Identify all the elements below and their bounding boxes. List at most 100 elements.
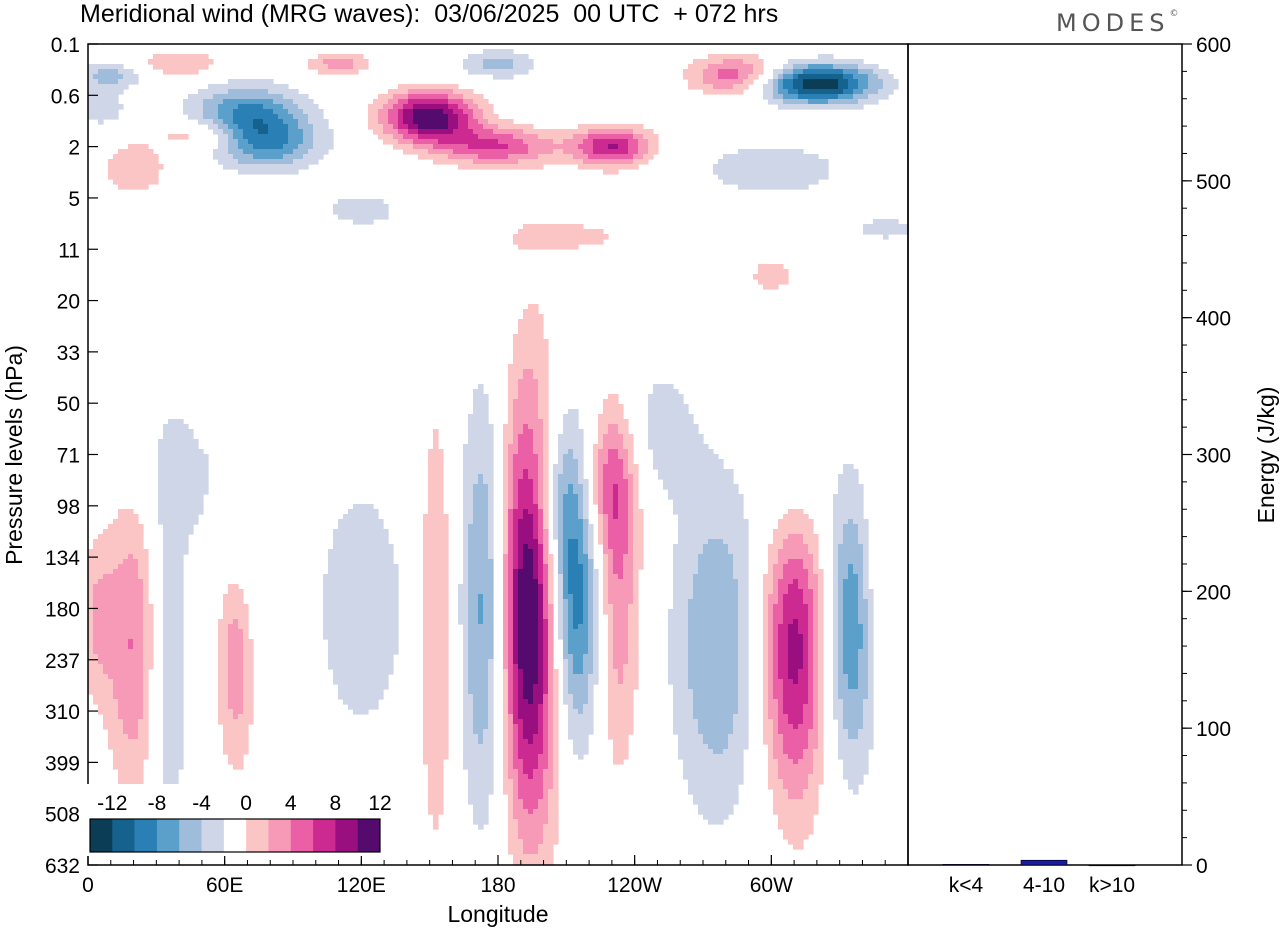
heatmap-cell xyxy=(543,634,549,640)
heatmap-cell xyxy=(728,549,749,555)
heatmap-cell xyxy=(768,769,779,775)
heatmap-cell xyxy=(228,134,234,140)
heatmap-cell xyxy=(858,684,869,690)
heatmap-cell xyxy=(513,464,539,470)
heatmap-cell xyxy=(608,574,619,580)
heatmap-cell xyxy=(583,604,589,610)
heatmap-cell xyxy=(598,514,604,520)
colorbar-swatch xyxy=(313,819,336,852)
heatmap-cell xyxy=(533,554,539,560)
heatmap-cell xyxy=(863,644,869,650)
heatmap-cell xyxy=(543,749,549,755)
heatmap-cell xyxy=(613,569,624,575)
heatmap-cell xyxy=(463,699,474,705)
heatmap-cell xyxy=(668,679,689,685)
heatmap-cell xyxy=(233,154,254,160)
heatmap-cell xyxy=(163,689,184,695)
heatmap-cell xyxy=(588,554,594,560)
heatmap-cell xyxy=(283,94,309,100)
heatmap-cell xyxy=(513,484,519,490)
heatmap-cell xyxy=(773,94,784,100)
heatmap-cell xyxy=(238,624,249,630)
heatmap-cell xyxy=(763,704,769,710)
heatmap-cell xyxy=(513,694,519,700)
heatmap-cell xyxy=(808,579,819,585)
heatmap-cell xyxy=(158,449,204,455)
heatmap-cell xyxy=(518,734,524,740)
heatmap-cell xyxy=(813,644,819,650)
heatmap-cell xyxy=(543,514,549,520)
heatmap-cell xyxy=(763,594,769,600)
heatmap-cell xyxy=(593,499,599,505)
heatmap-cell xyxy=(813,609,819,615)
heatmap-cell xyxy=(143,589,149,595)
heatmap-cell xyxy=(473,484,489,490)
heatmap-cell xyxy=(808,684,814,690)
heatmap-cell xyxy=(588,679,599,685)
heatmap-cell xyxy=(488,699,494,705)
heatmap-cell xyxy=(463,64,484,70)
heatmap-cell xyxy=(593,454,599,460)
heatmap-cell xyxy=(278,114,294,120)
heatmap-cell xyxy=(508,379,519,385)
heatmap-cell xyxy=(628,464,639,470)
heatmap-cell xyxy=(773,579,779,585)
heatmap-cell xyxy=(803,594,814,600)
heatmap-cell xyxy=(778,89,789,95)
heatmap-cell xyxy=(328,654,394,660)
heatmap-cell xyxy=(313,129,334,135)
heatmap-cell xyxy=(788,714,804,720)
heatmap-cell xyxy=(163,649,184,655)
heatmap-cell xyxy=(608,694,634,700)
heatmap-cell xyxy=(673,714,694,720)
heatmap-cell xyxy=(503,519,509,525)
heatmap-cell xyxy=(518,784,544,790)
heatmap-cell xyxy=(763,654,769,660)
heatmap-cell xyxy=(868,84,884,90)
heatmap-cell xyxy=(463,514,474,520)
heatmap-cell xyxy=(463,479,479,485)
heatmap-cell xyxy=(408,99,449,105)
heatmap-cell xyxy=(738,69,754,75)
heatmap-cell xyxy=(603,599,609,605)
heatmap-cell xyxy=(563,654,574,660)
heatmap-cell xyxy=(508,824,519,830)
heatmap-cell xyxy=(533,524,539,530)
heatmap-cell xyxy=(543,639,549,645)
heatmap-cell xyxy=(788,584,799,590)
heatmap-cell xyxy=(503,514,509,520)
heatmap-cell xyxy=(523,374,534,380)
heatmap-cell xyxy=(423,544,449,550)
heatmap-cell xyxy=(423,664,449,670)
heatmap-cell xyxy=(563,414,579,420)
heatmap-cell xyxy=(548,699,554,705)
heatmap-cell xyxy=(538,634,544,640)
heatmap-cell xyxy=(833,609,839,615)
heatmap-cell xyxy=(583,584,589,590)
heatmap-cell xyxy=(538,464,544,470)
heatmap-cell xyxy=(163,544,189,550)
heatmap-cell xyxy=(553,674,559,680)
heatmap-cell xyxy=(803,654,809,660)
heatmap-cell xyxy=(698,724,734,730)
heatmap-cell xyxy=(473,519,489,525)
heatmap-cell xyxy=(773,569,784,575)
heatmap-cell xyxy=(503,749,509,755)
heatmap-cell xyxy=(543,739,549,745)
heatmap-cell xyxy=(833,534,844,540)
heatmap-cell xyxy=(103,714,119,720)
heatmap-cell xyxy=(543,709,549,715)
heatmap-cell xyxy=(838,479,859,485)
heatmap-cell xyxy=(813,719,819,725)
heatmap-cell xyxy=(543,464,549,470)
heatmap-cell xyxy=(468,439,494,445)
heatmap-cell xyxy=(288,124,299,130)
heatmap-cell xyxy=(508,559,514,565)
heatmap-cell xyxy=(608,579,634,585)
heatmap-cell xyxy=(563,429,584,435)
heatmap-cell xyxy=(818,739,824,745)
heatmap-cell xyxy=(428,479,444,485)
heatmap-cell xyxy=(323,579,399,585)
heatmap-cell xyxy=(818,584,824,590)
heatmap-cell xyxy=(768,554,779,560)
